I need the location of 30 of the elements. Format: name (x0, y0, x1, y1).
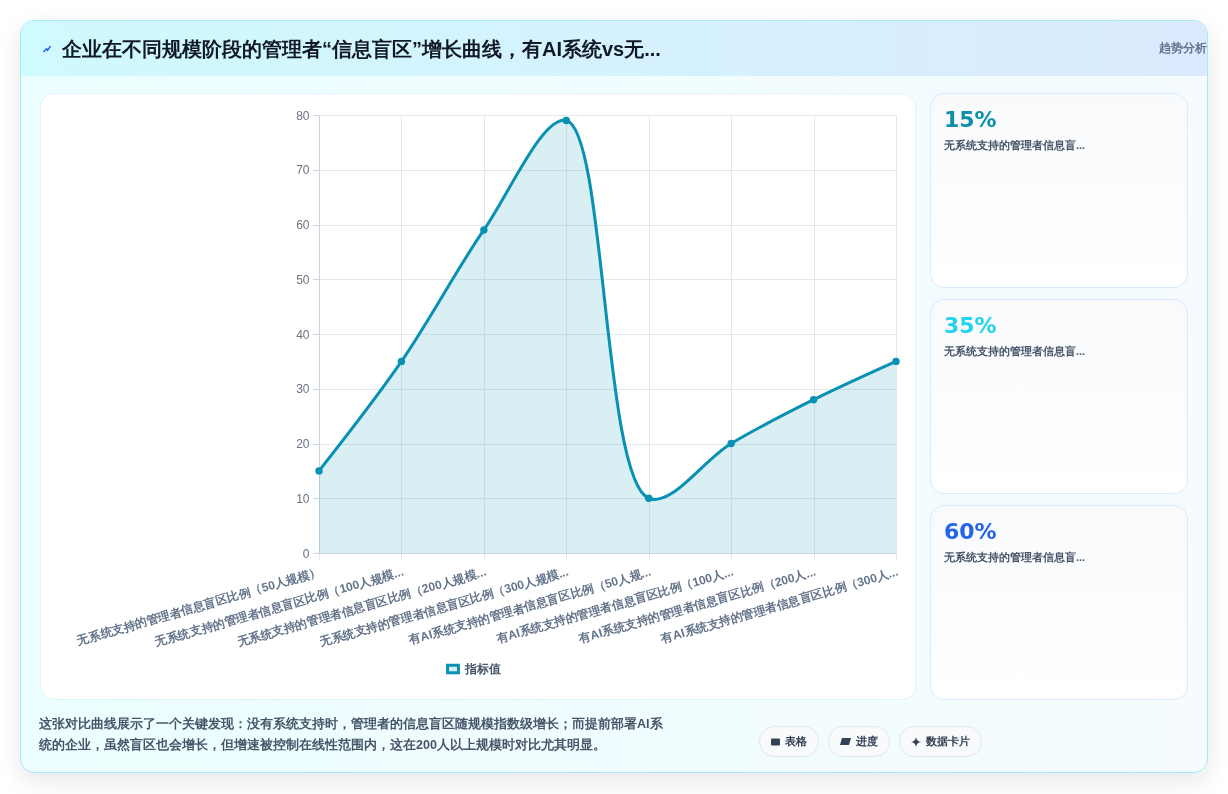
text: 数据卡片 (926, 734, 970, 749)
y-tick-label: 60 (296, 218, 310, 232)
text: 进度 (856, 734, 878, 749)
y-tick-label: 40 (296, 327, 310, 342)
text: 60% (944, 519, 997, 544)
legend-label: 指标值 (464, 662, 501, 676)
y-tick-label: 30 (296, 382, 310, 397)
point (315, 467, 323, 475)
text: 这张对比曲线展示了一个关键发现：没有系统支持时，管理者的信息盲区随规模指数级增长；而提前部署AI系统的企业，虽然盲区也会增长，但增速被控制在线性范围内，这在200人以上规模时对比尤其明显。 (39, 715, 664, 754)
y-tick-label: 80 (296, 108, 310, 123)
y-tick-label: 0 (302, 546, 310, 561)
point (727, 439, 735, 448)
y-tick-label: 10 (296, 491, 310, 506)
y-tick-label: 50 (296, 272, 310, 287)
chart-title: 企业在不同规模阶段的管理者“信息盲区”增长曲线，有AI系统vs无... (62, 37, 661, 62)
point (562, 116, 570, 125)
category-label: 无系统支持的管理者信息盲... (944, 550, 1087, 565)
text: 35% (944, 313, 997, 338)
point (480, 226, 488, 234)
text: 表格 (785, 734, 807, 749)
category-label: 无系统支持的管理者信息盲... (944, 344, 1087, 359)
text: 趋势分析 (1159, 40, 1207, 56)
y-tick-label: 20 (296, 437, 310, 451)
point (809, 396, 818, 404)
y-tick-label: 70 (296, 163, 310, 178)
point (397, 357, 406, 366)
text: 15% (944, 107, 997, 132)
point (892, 357, 900, 366)
point (645, 494, 653, 502)
category-label: 无系统支持的管理者信息盲... (944, 138, 1087, 153)
